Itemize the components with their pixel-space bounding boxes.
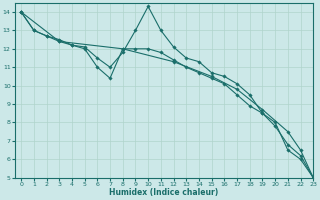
- X-axis label: Humidex (Indice chaleur): Humidex (Indice chaleur): [109, 188, 219, 197]
